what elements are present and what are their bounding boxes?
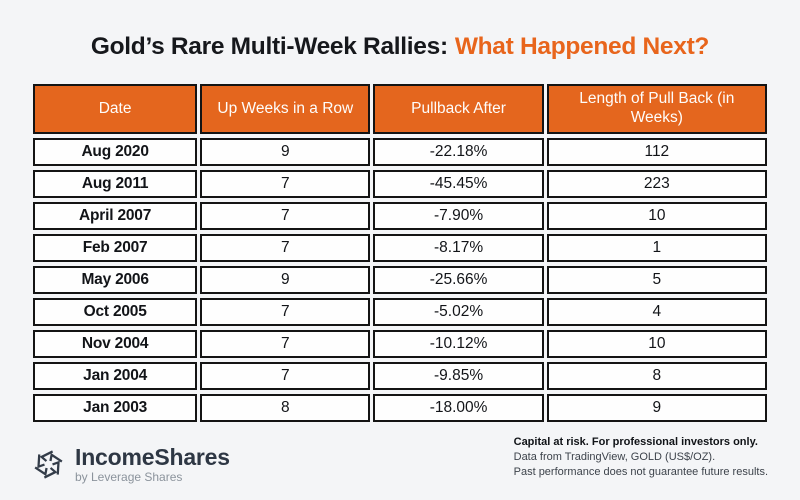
- cell-length: 223: [546, 170, 767, 198]
- cell-date: Nov 2004: [33, 330, 198, 358]
- cell-pullback: -18.00%: [373, 394, 544, 422]
- cell-date: Feb 2007: [33, 234, 198, 262]
- cell-up-weeks: 9: [200, 138, 371, 166]
- cell-up-weeks: 7: [200, 170, 371, 198]
- disclaimer-capital-risk: Capital at risk. For professional invest…: [513, 436, 758, 448]
- cell-pullback: -8.17%: [373, 234, 544, 262]
- cell-pullback: -25.66%: [373, 266, 544, 294]
- page-title-highlight: What Happened Next?: [454, 33, 710, 60]
- cell-date: Aug 2011: [33, 170, 198, 198]
- cell-up-weeks: 7: [200, 330, 371, 358]
- cell-date: Jan 2004: [33, 362, 198, 390]
- cell-date: Oct 2005: [33, 298, 198, 326]
- cell-length: 8: [546, 362, 767, 390]
- header-length-pullback: Length of Pull Back (in Weeks): [546, 84, 767, 134]
- cell-length: 5: [546, 266, 767, 294]
- cell-pullback: -7.90%: [373, 202, 544, 230]
- cell-up-weeks: 7: [200, 298, 371, 326]
- cell-up-weeks: 9: [200, 266, 371, 294]
- cell-up-weeks: 7: [200, 234, 371, 262]
- cell-up-weeks: 7: [200, 362, 371, 390]
- brand-name: IncomeShares: [75, 444, 230, 470]
- cell-up-weeks: 8: [200, 394, 371, 422]
- cell-up-weeks: 7: [200, 202, 371, 230]
- header-up-weeks: Up Weeks in a Row: [200, 84, 371, 134]
- brand-text: IncomeShares by Leverage Shares: [75, 445, 230, 484]
- cell-length: 10: [546, 330, 767, 358]
- cell-pullback: -22.18%: [373, 138, 544, 166]
- cell-date: April 2007: [33, 202, 198, 230]
- cell-length: 112: [546, 138, 767, 166]
- page-title-prefix: Gold’s Rare Multi-Week Rallies:: [90, 33, 448, 60]
- cell-date: Jan 2003: [33, 394, 198, 422]
- disclaimer-past-performance: Past performance does not guarantee futu…: [513, 466, 768, 478]
- hex-pinwheel-icon: [32, 448, 65, 481]
- cell-pullback: -10.12%: [373, 330, 544, 358]
- rally-table: Date Up Weeks in a Row Pullback After Le…: [33, 84, 767, 422]
- cell-length: 4: [546, 298, 767, 326]
- cell-date: May 2006: [33, 266, 198, 294]
- cell-length: 9: [546, 394, 767, 422]
- header-pullback-after: Pullback After: [373, 84, 544, 134]
- cell-length: 10: [546, 202, 767, 230]
- cell-pullback: -45.45%: [373, 170, 544, 198]
- cell-length: 1: [546, 234, 767, 262]
- brand-lockup: IncomeShares by Leverage Shares: [32, 445, 230, 484]
- cell-pullback: -5.02%: [373, 298, 544, 326]
- header-date: Date: [33, 84, 198, 134]
- disclaimer-data-source: Data from TradingView, GOLD (US$/OZ).: [513, 451, 716, 463]
- brand-byline: by Leverage Shares: [75, 470, 183, 484]
- page-title: Gold’s Rare Multi-Week Rallies: What Happ…: [0, 33, 800, 61]
- cell-pullback: -9.85%: [373, 362, 544, 390]
- disclaimer-block: Capital at risk. For professional invest…: [514, 435, 768, 480]
- cell-date: Aug 2020: [33, 138, 198, 166]
